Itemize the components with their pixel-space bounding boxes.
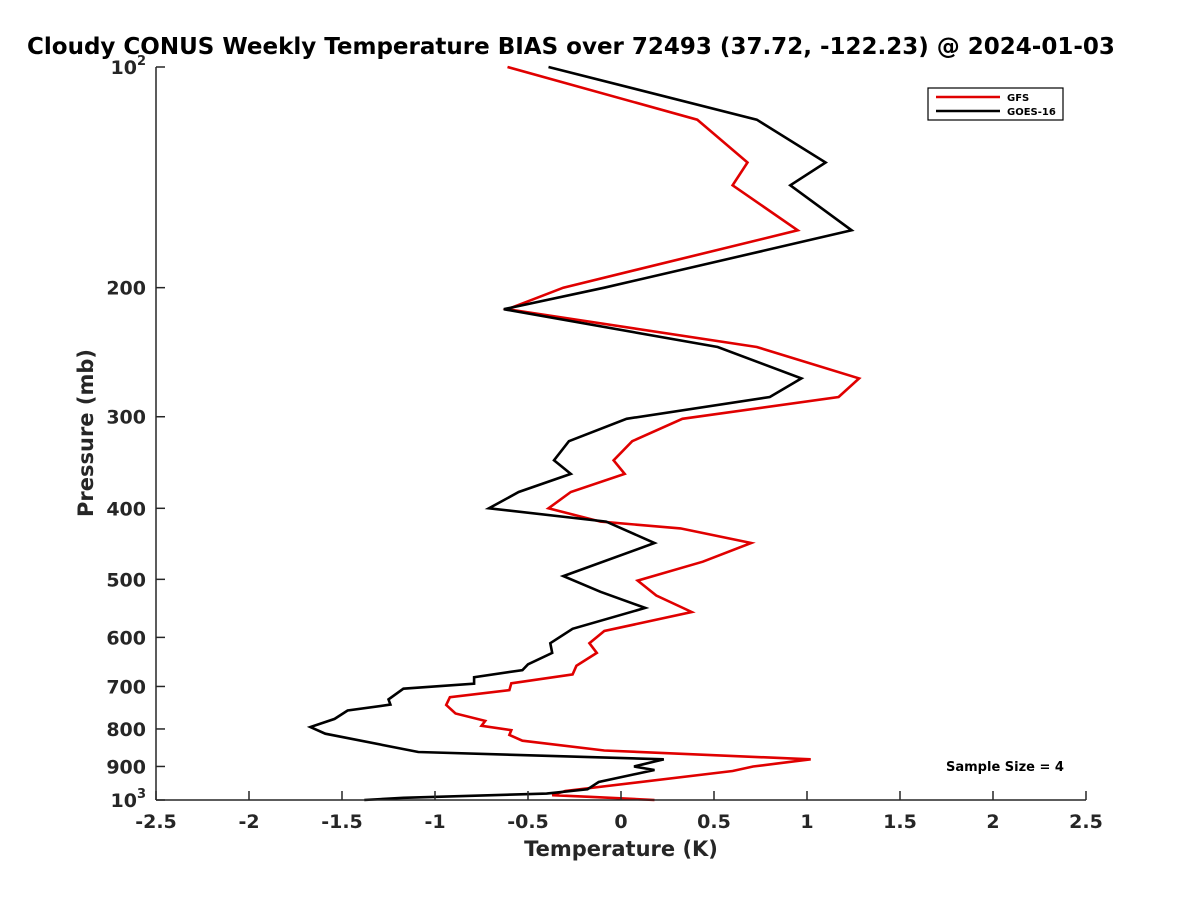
series-line-gfs	[444, 65, 862, 802]
plot-lines	[306, 65, 862, 802]
legend: GFS GOES-16	[927, 87, 1064, 121]
series-line-goes16	[306, 65, 855, 802]
x-tick-label: 1.5	[883, 811, 917, 833]
x-tick-label: -1	[424, 811, 445, 833]
y-tick-label: 900	[106, 756, 146, 778]
x-tick-label: 0.5	[697, 811, 731, 833]
x-tick-label: -2.5	[135, 811, 177, 833]
x-tick-label: 0	[614, 811, 627, 833]
x-ticks: -2.5 -2 -1.5 -1 -0.5 0 0.5 1 1.5 2 2.5	[135, 791, 1103, 833]
x-tick-label: -0.5	[507, 811, 549, 833]
y-axis-label: Pressure (mb)	[74, 349, 98, 517]
x-tick-label: 1	[800, 811, 813, 833]
y-tick-label: 103	[111, 787, 147, 812]
sample-size-annotation: Sample Size = 4	[946, 760, 1064, 775]
y-tick-label: 200	[106, 278, 146, 300]
x-axis-label: Temperature (K)	[524, 837, 718, 861]
x-tick-label: -1.5	[321, 811, 363, 833]
y-tick-label: 300	[106, 407, 146, 429]
chart-title: Cloudy CONUS Weekly Temperature BIAS ove…	[27, 34, 1115, 60]
legend-label-gfs: GFS	[1007, 93, 1029, 104]
y-tick-label: 700	[106, 676, 146, 698]
legend-box	[927, 87, 1064, 121]
y-tick-label: 500	[106, 569, 146, 591]
legend-label-goes16: GOES-16	[1007, 107, 1056, 118]
y-tick-label: 800	[106, 719, 146, 741]
x-tick-label: 2	[986, 811, 999, 833]
y-tick-label: 600	[106, 627, 146, 649]
x-tick-label: 2.5	[1069, 811, 1103, 833]
y-tick-label: 400	[106, 498, 146, 520]
x-tick-label: -2	[238, 811, 259, 833]
